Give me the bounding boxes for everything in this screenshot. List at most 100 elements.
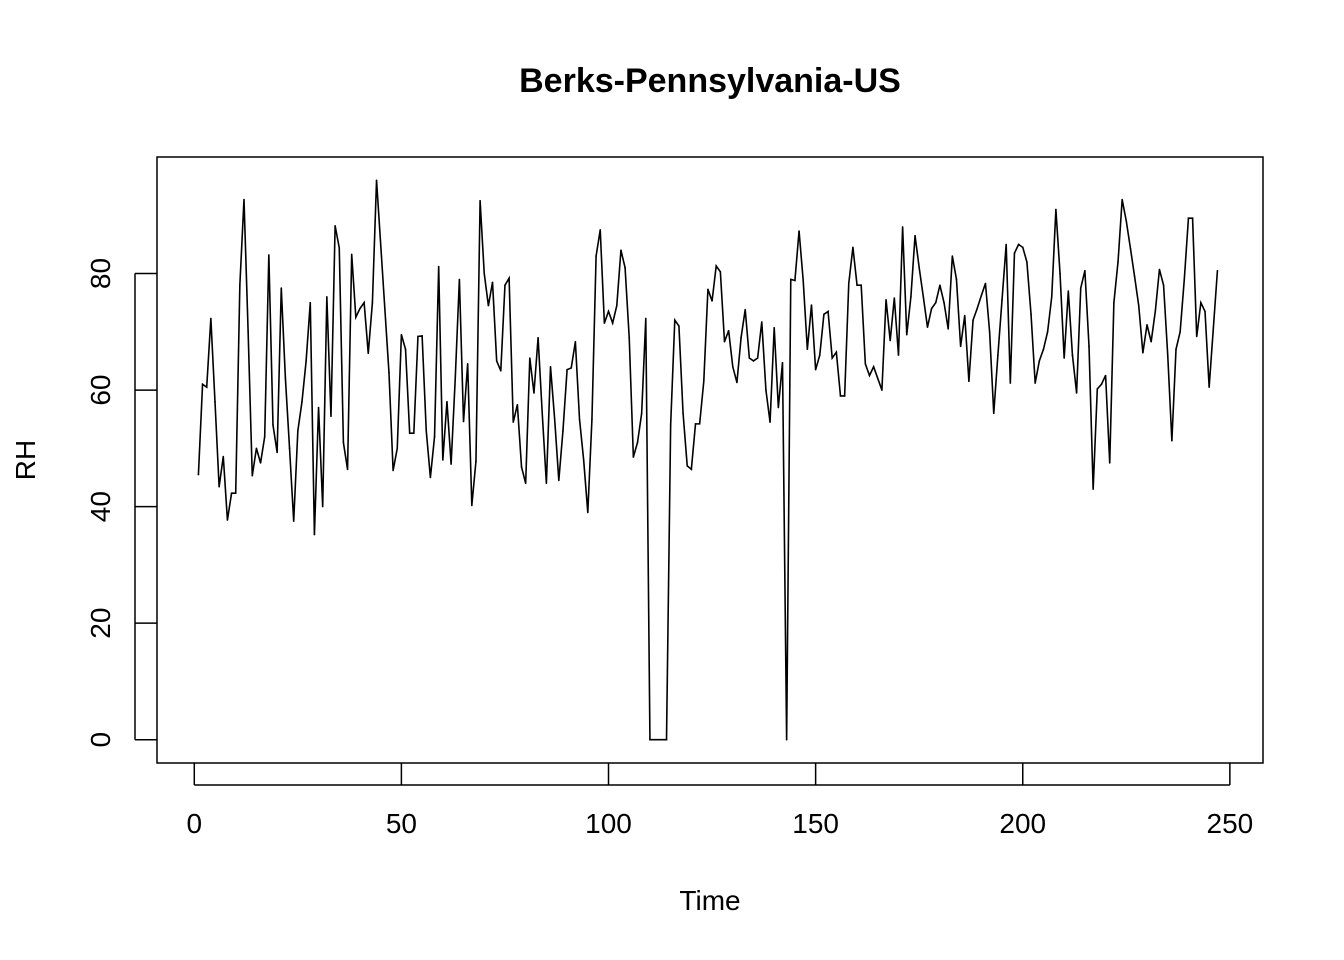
data-points (197, 179, 1219, 741)
data-point (798, 230, 800, 232)
data-point (922, 296, 925, 298)
data-point (823, 313, 825, 316)
y-tick-label: 60 (85, 374, 116, 405)
data-point (835, 351, 838, 354)
data-point (326, 296, 328, 298)
data-point (359, 307, 361, 310)
data-point (1046, 331, 1049, 333)
data-point (893, 297, 896, 299)
data-point (1030, 313, 1032, 316)
data-point (297, 430, 299, 432)
data-point (458, 278, 461, 281)
data-point (566, 368, 568, 371)
data-point (794, 279, 796, 282)
data-point (765, 389, 767, 391)
data-point (868, 374, 871, 377)
data-point (533, 392, 535, 394)
data-point (752, 360, 755, 362)
data-point (371, 301, 374, 304)
data-point (653, 738, 655, 741)
data-point (578, 418, 581, 421)
data-point (1216, 269, 1219, 272)
data-point (570, 367, 573, 369)
data-point (603, 322, 606, 324)
data-point (425, 430, 428, 432)
data-point (719, 270, 722, 273)
data-point (512, 421, 515, 423)
data-point (562, 430, 564, 432)
data-point (686, 465, 689, 467)
data-point (375, 179, 378, 182)
data-point (847, 282, 850, 285)
x-tick-label: 250 (1207, 808, 1254, 839)
data-point (1179, 331, 1181, 333)
data-point (769, 421, 771, 423)
data-point (934, 301, 937, 304)
data-point (284, 377, 287, 380)
data-point (205, 386, 208, 388)
data-point (210, 317, 212, 320)
data-point (408, 432, 411, 435)
data-point (508, 277, 510, 280)
data-point (413, 432, 415, 435)
data-point (421, 335, 423, 337)
data-point (1175, 348, 1177, 351)
data-point (400, 333, 403, 336)
data-point (500, 370, 502, 372)
data-point (541, 412, 544, 415)
data-point (694, 423, 697, 425)
data-point (529, 357, 531, 359)
data-point (218, 486, 220, 488)
data-point (305, 360, 307, 362)
data-point (698, 423, 701, 425)
data-point (740, 336, 742, 339)
data-point (1133, 275, 1136, 278)
data-point (272, 424, 274, 426)
data-point (852, 246, 854, 249)
data-point (839, 395, 842, 397)
data-point (446, 400, 448, 403)
data-point (1013, 252, 1016, 254)
y-tick-label: 40 (85, 491, 116, 522)
data-point (781, 361, 784, 364)
data-point (702, 380, 705, 383)
data-point (234, 492, 237, 495)
data-point (640, 412, 643, 415)
data-point (1191, 217, 1194, 219)
data-point (288, 447, 291, 450)
data-point (574, 340, 577, 343)
data-point (678, 325, 680, 327)
data-point (471, 504, 473, 507)
data-point (1063, 357, 1065, 359)
data-point (1050, 296, 1053, 298)
x-tick-label: 50 (386, 808, 417, 839)
data-point (342, 441, 345, 444)
data-point (1162, 284, 1165, 286)
data-point (968, 380, 970, 383)
data-point (599, 229, 602, 231)
data-point (632, 456, 635, 458)
data-point (773, 326, 776, 329)
data-point (897, 354, 900, 356)
data-point (516, 403, 519, 406)
data-point (363, 301, 365, 304)
data-point (901, 226, 904, 228)
data-point (620, 249, 622, 252)
data-point (201, 383, 204, 386)
data-point (1166, 354, 1169, 356)
data-point (997, 354, 999, 356)
data-point (1005, 243, 1007, 246)
data-point (727, 329, 730, 332)
data-point (350, 253, 353, 256)
data-point (1208, 386, 1210, 388)
data-point (1146, 324, 1148, 326)
data-point (587, 511, 589, 514)
data-point (930, 307, 933, 310)
data-point (226, 519, 229, 521)
data-point (1079, 287, 1082, 289)
data-point (276, 451, 278, 454)
data-point (760, 321, 763, 323)
data-point (1129, 247, 1132, 250)
data-point (802, 279, 804, 282)
